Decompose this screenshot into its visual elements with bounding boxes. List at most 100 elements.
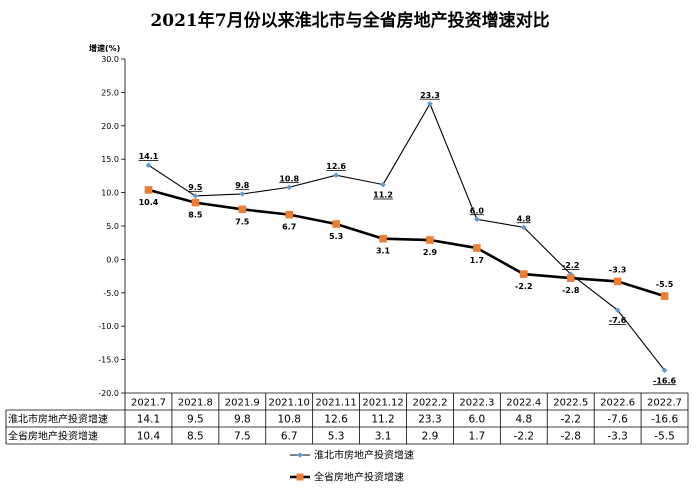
table-value-cell: -7.6: [607, 414, 628, 426]
table-value-cell: 11.2: [371, 414, 394, 426]
series-point: [426, 236, 434, 244]
series-data-label: 6.7: [282, 223, 296, 232]
series-data-label: 4.8: [517, 214, 532, 223]
table-value-cell: -5.5: [654, 431, 675, 443]
table-value-cell: 23.3: [418, 414, 441, 426]
legend-label: 淮北市房地产投资增速: [314, 449, 414, 462]
table-value-cell: 7.5: [234, 431, 251, 443]
series-data-label: 5.3: [329, 232, 343, 241]
series-data-label: 8.5: [188, 211, 203, 220]
series-data-label: 9.8: [235, 181, 250, 190]
series-line: [148, 188, 665, 298]
series-point: [473, 244, 481, 252]
table-value-cell: 12.6: [324, 414, 348, 426]
table-row-header: 淮北市房地产投资增速: [8, 413, 108, 426]
series-data-label: 12.6: [326, 162, 346, 171]
chart-title: 2021年7月份以来淮北市与全省房地产投资增速对比: [150, 11, 550, 31]
series-point: [566, 274, 575, 282]
series-line: [148, 102, 665, 371]
series-data-label: -5.5: [656, 280, 674, 289]
series-point: [660, 292, 669, 300]
series-data-label: 2.9: [423, 248, 438, 257]
table-value-cell: 5.3: [328, 431, 345, 443]
table-row-header: 全省房地产投资增速: [8, 430, 98, 443]
y-tick-label: 0.0: [106, 255, 119, 264]
series-point: [144, 186, 153, 194]
series-point: [333, 172, 339, 179]
table-value-cell: 10.4: [137, 431, 161, 443]
table-value-cell: -2.2: [514, 431, 535, 443]
x-category-label: 2021.12: [362, 398, 403, 409]
series-data-label: -3.3: [609, 265, 627, 274]
x-category-label: 2022.2: [412, 398, 447, 409]
x-category-label: 2022.5: [553, 398, 588, 409]
series-point: [519, 270, 528, 278]
table-value-cell: 14.1: [137, 414, 160, 426]
series-data-label: 23.3: [420, 91, 440, 100]
series-point: [285, 210, 294, 219]
series-data-label: 11.2: [373, 191, 393, 200]
y-tick-label: -5.0: [103, 289, 119, 298]
series-point: [614, 307, 621, 313]
series-data-label: -2.8: [562, 286, 580, 295]
x-category-label: 2022.7: [647, 398, 682, 409]
series-data-label: 10.4: [139, 198, 159, 207]
y-tick-label: -15.0: [98, 356, 119, 365]
y-tick-label: 25.0: [101, 88, 119, 97]
x-category-label: 2022.3: [459, 398, 494, 409]
table-value-cell: 1.7: [469, 431, 486, 443]
series-point: [191, 198, 200, 207]
table-value-cell: 9.8: [234, 414, 251, 426]
table-value-cell: 10.8: [278, 414, 301, 426]
series-point: [192, 193, 199, 199]
x-category-label: 2021.11: [315, 398, 356, 409]
y-axis-title: 增速(%): [89, 43, 120, 53]
y-tick-label: -10.0: [98, 322, 119, 331]
table-value-cell: 9.5: [187, 414, 204, 426]
series-data-label: 7.5: [235, 217, 250, 226]
series-data-label: -2.2: [515, 282, 533, 291]
series-data-label: 10.8: [279, 174, 299, 183]
table-value-cell: -2.2: [560, 414, 581, 426]
series-data-label: -7.6: [609, 316, 627, 325]
series-data-label: 6.0: [470, 206, 485, 215]
series-data-label: 1.7: [470, 256, 484, 265]
series-point: [613, 277, 622, 286]
series-point: [286, 184, 293, 191]
series-point: [145, 162, 152, 169]
table-value-cell: 2.9: [422, 431, 439, 443]
table-value-cell: 4.8: [515, 414, 532, 426]
table-value-cell: -3.3: [607, 431, 628, 443]
series-point: [332, 220, 340, 228]
series-data-label: -2.2: [562, 261, 580, 270]
y-tick-label: 15.0: [101, 155, 119, 164]
y-tick-label: 10.0: [101, 189, 119, 198]
series-point: [379, 234, 387, 243]
series-data-label: 9.5: [188, 183, 203, 192]
series-point: [474, 216, 480, 223]
x-category-label: 2021.9: [225, 398, 260, 409]
table-value-cell: 6.7: [281, 431, 298, 443]
series-point: [661, 367, 668, 374]
x-category-label: 2022.4: [506, 398, 541, 409]
table-value-cell: 3.1: [375, 431, 392, 443]
y-tick-label: 30.0: [101, 55, 119, 64]
series-point: [380, 181, 386, 188]
series-point: [520, 224, 527, 231]
y-tick-label: -20.0: [98, 389, 119, 398]
series-data-label: 14.1: [139, 152, 159, 161]
legend-label: 全省房地产投资增速: [314, 471, 404, 484]
series-data-label: 3.1: [376, 247, 391, 256]
x-category-label: 2021.10: [269, 398, 310, 409]
x-category-label: 2022.6: [600, 398, 635, 409]
table-value-cell: -2.8: [560, 431, 581, 443]
x-category-label: 2021.8: [178, 398, 213, 409]
table-value-cell: 6.0: [469, 414, 486, 426]
y-tick-label: 5.0: [106, 222, 119, 231]
legend-swatch-marker: [296, 473, 304, 481]
table-value-cell: 8.5: [187, 431, 204, 443]
y-tick-label: 20.0: [101, 122, 119, 131]
x-category-label: 2021.7: [131, 398, 166, 409]
legend-swatch-marker: [297, 452, 303, 458]
